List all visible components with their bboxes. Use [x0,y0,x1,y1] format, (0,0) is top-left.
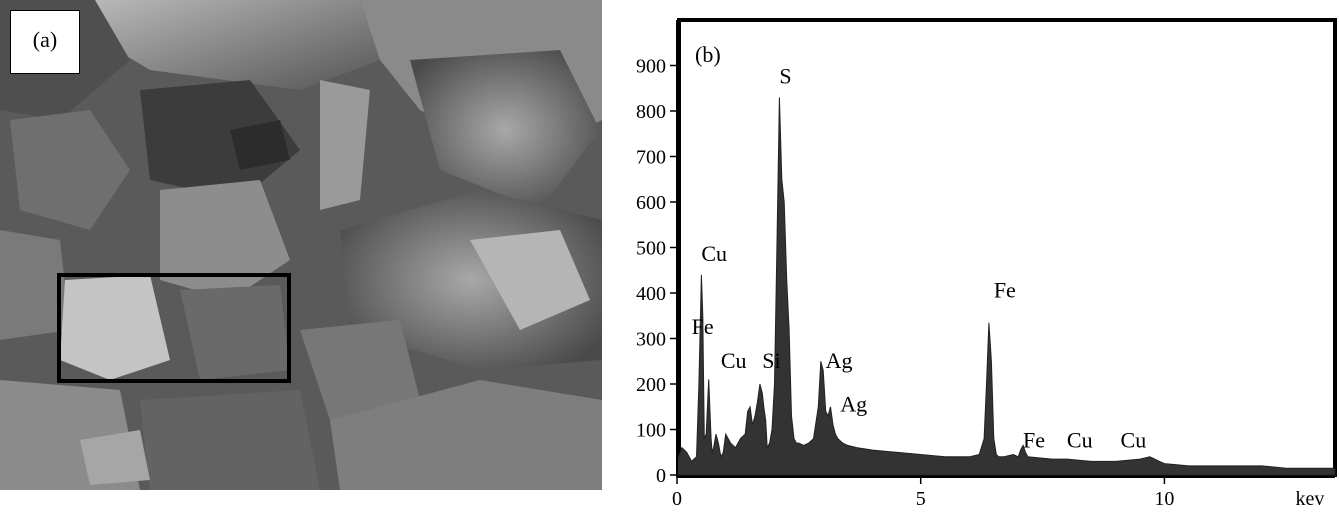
peak-label: Fe [692,314,714,339]
x-tick-label: 5 [916,488,926,510]
peak-label: Fe [994,278,1016,303]
x-tick-label: 0 [672,488,682,510]
y-tick-label: 800 [636,101,666,123]
y-tick-label: 900 [636,56,666,78]
x-tick-label: 10 [1154,488,1174,510]
panel-a-label: (a) [10,10,80,74]
panel-b-label: (b) [695,42,721,67]
peak-label: Ag [826,348,853,373]
x-axis-label: kev [1296,488,1325,510]
peak-label: Cu [1121,428,1147,453]
peak-label: Cu [1067,428,1093,453]
y-tick-label: 300 [636,329,666,351]
y-tick-label: 200 [636,374,666,396]
y-tick-label: 100 [636,420,666,442]
sem-micrograph-texture [0,0,602,490]
peak-label: Si [762,348,780,373]
y-tick-label: 600 [636,192,666,214]
y-tick-label: 0 [656,465,666,487]
y-tick-label: 500 [636,238,666,260]
spectrum-area [676,97,1336,476]
peak-label: Cu [701,241,727,266]
region-of-interest-box [57,273,291,383]
y-tick-label: 400 [636,283,666,305]
peak-label: Fe [1023,428,1045,453]
sem-micrograph-image: (a) [0,0,602,490]
eds-spectrum-svg: 0 100 200 300 400 500 600 700 800 900 0 5 10 kev S Cu F… [636,18,1337,510]
peak-label: Cu [721,348,747,373]
peak-label: S [779,64,791,89]
eds-spectrum-chart: 0 100 200 300 400 500 600 700 800 900 0 5 10 kev S Cu F… [610,0,1339,514]
y-tick-label: 700 [636,147,666,169]
peak-label: Ag [840,391,867,416]
